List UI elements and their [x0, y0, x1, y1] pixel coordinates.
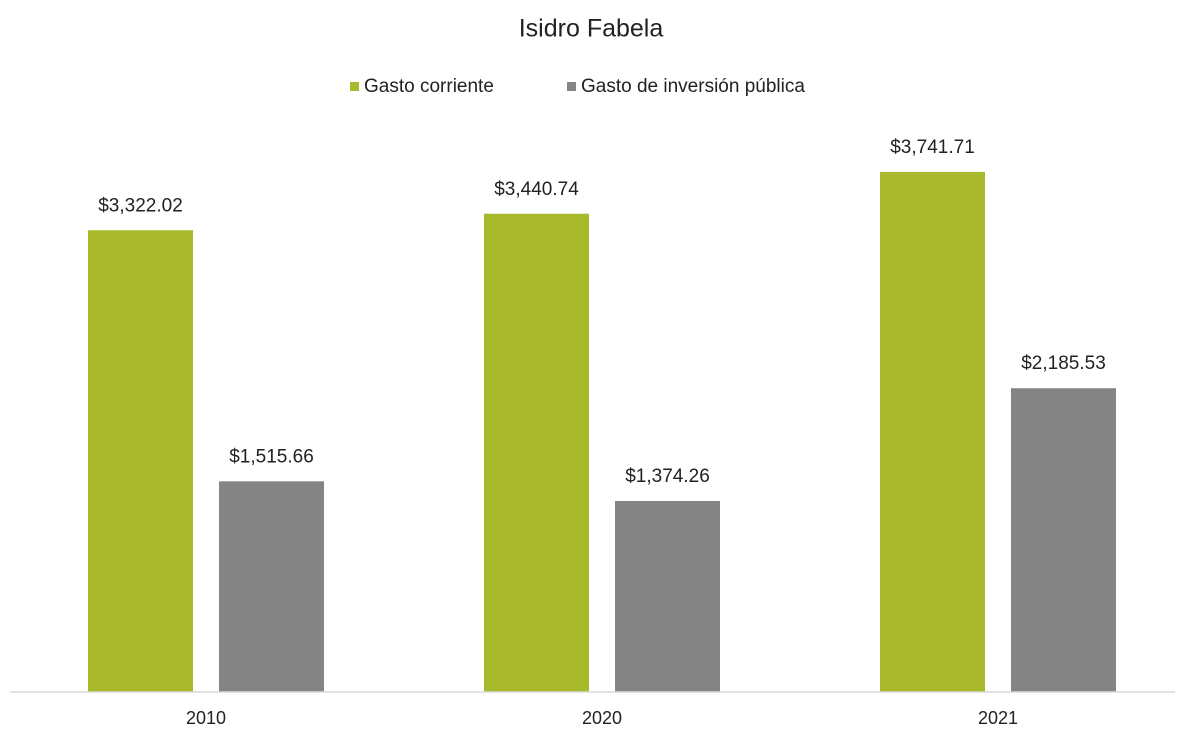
value-label: $1,515.66 [229, 446, 314, 467]
x-tick-label: 2010 [186, 708, 226, 728]
bar [615, 500, 720, 692]
bar [880, 171, 985, 692]
value-label: $2,185.53 [1021, 353, 1106, 374]
legend-label: Gasto de inversión pública [581, 76, 805, 97]
chart-title: Isidro Fabela [519, 15, 664, 43]
legend-swatch [350, 82, 359, 91]
value-label: $3,440.74 [494, 179, 579, 200]
bar [219, 481, 324, 692]
value-label: $3,741.71 [890, 137, 975, 158]
value-label: $1,374.26 [625, 466, 710, 487]
bar [88, 230, 193, 692]
value-label: $3,322.02 [98, 195, 183, 216]
bar [484, 213, 589, 693]
x-tick-label: 2020 [582, 708, 622, 728]
bar [1011, 388, 1116, 692]
legend-swatch [567, 82, 576, 91]
x-tick-label: 2021 [978, 708, 1018, 728]
legend-label: Gasto corriente [364, 76, 494, 97]
